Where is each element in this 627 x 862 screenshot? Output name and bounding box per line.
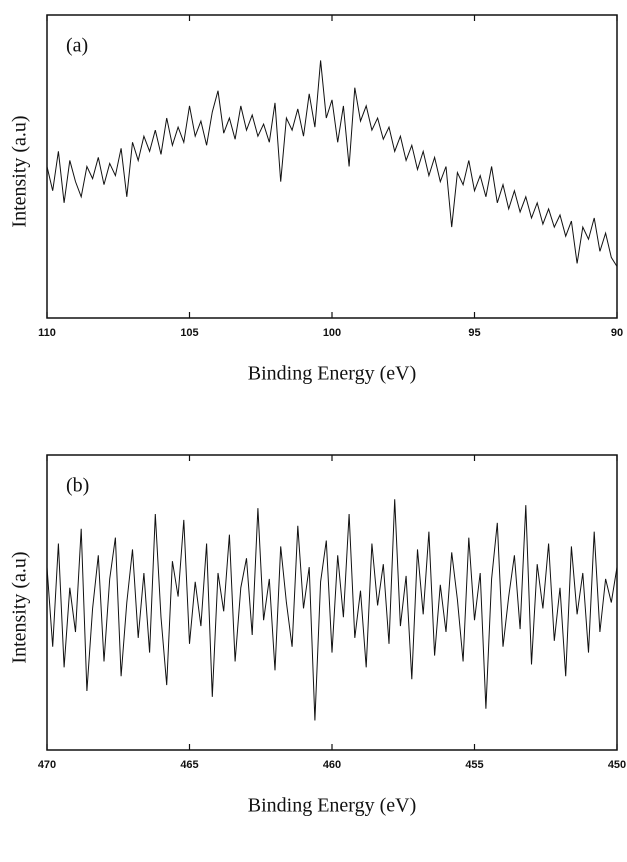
x-tick-label: 110	[38, 327, 56, 339]
x-tick-label: 95	[468, 327, 480, 339]
x-axis-title: Binding Energy (eV)	[248, 795, 417, 817]
x-tick-label: 465	[180, 759, 198, 771]
x-tick-label: 450	[608, 759, 626, 771]
y-axis-title: Intensity (a.u)	[9, 115, 31, 227]
x-axis-title: Binding Energy (eV)	[248, 363, 417, 385]
panel-label: (a)	[66, 35, 88, 57]
plot-frame	[46, 454, 618, 751]
panel-label: (b)	[66, 475, 89, 497]
x-tick-label: 100	[323, 327, 341, 339]
plot-frame	[46, 14, 618, 319]
x-tick-label: 455	[465, 759, 483, 771]
x-tick-label: 460	[323, 759, 341, 771]
x-tick-label: 470	[38, 759, 56, 771]
x-tick-label: 90	[611, 327, 623, 339]
spectrum-line	[46, 499, 618, 721]
y-axis-title: Intensity (a.u)	[9, 551, 31, 663]
spectrum-line	[46, 60, 618, 267]
x-tick-label: 105	[180, 327, 198, 339]
